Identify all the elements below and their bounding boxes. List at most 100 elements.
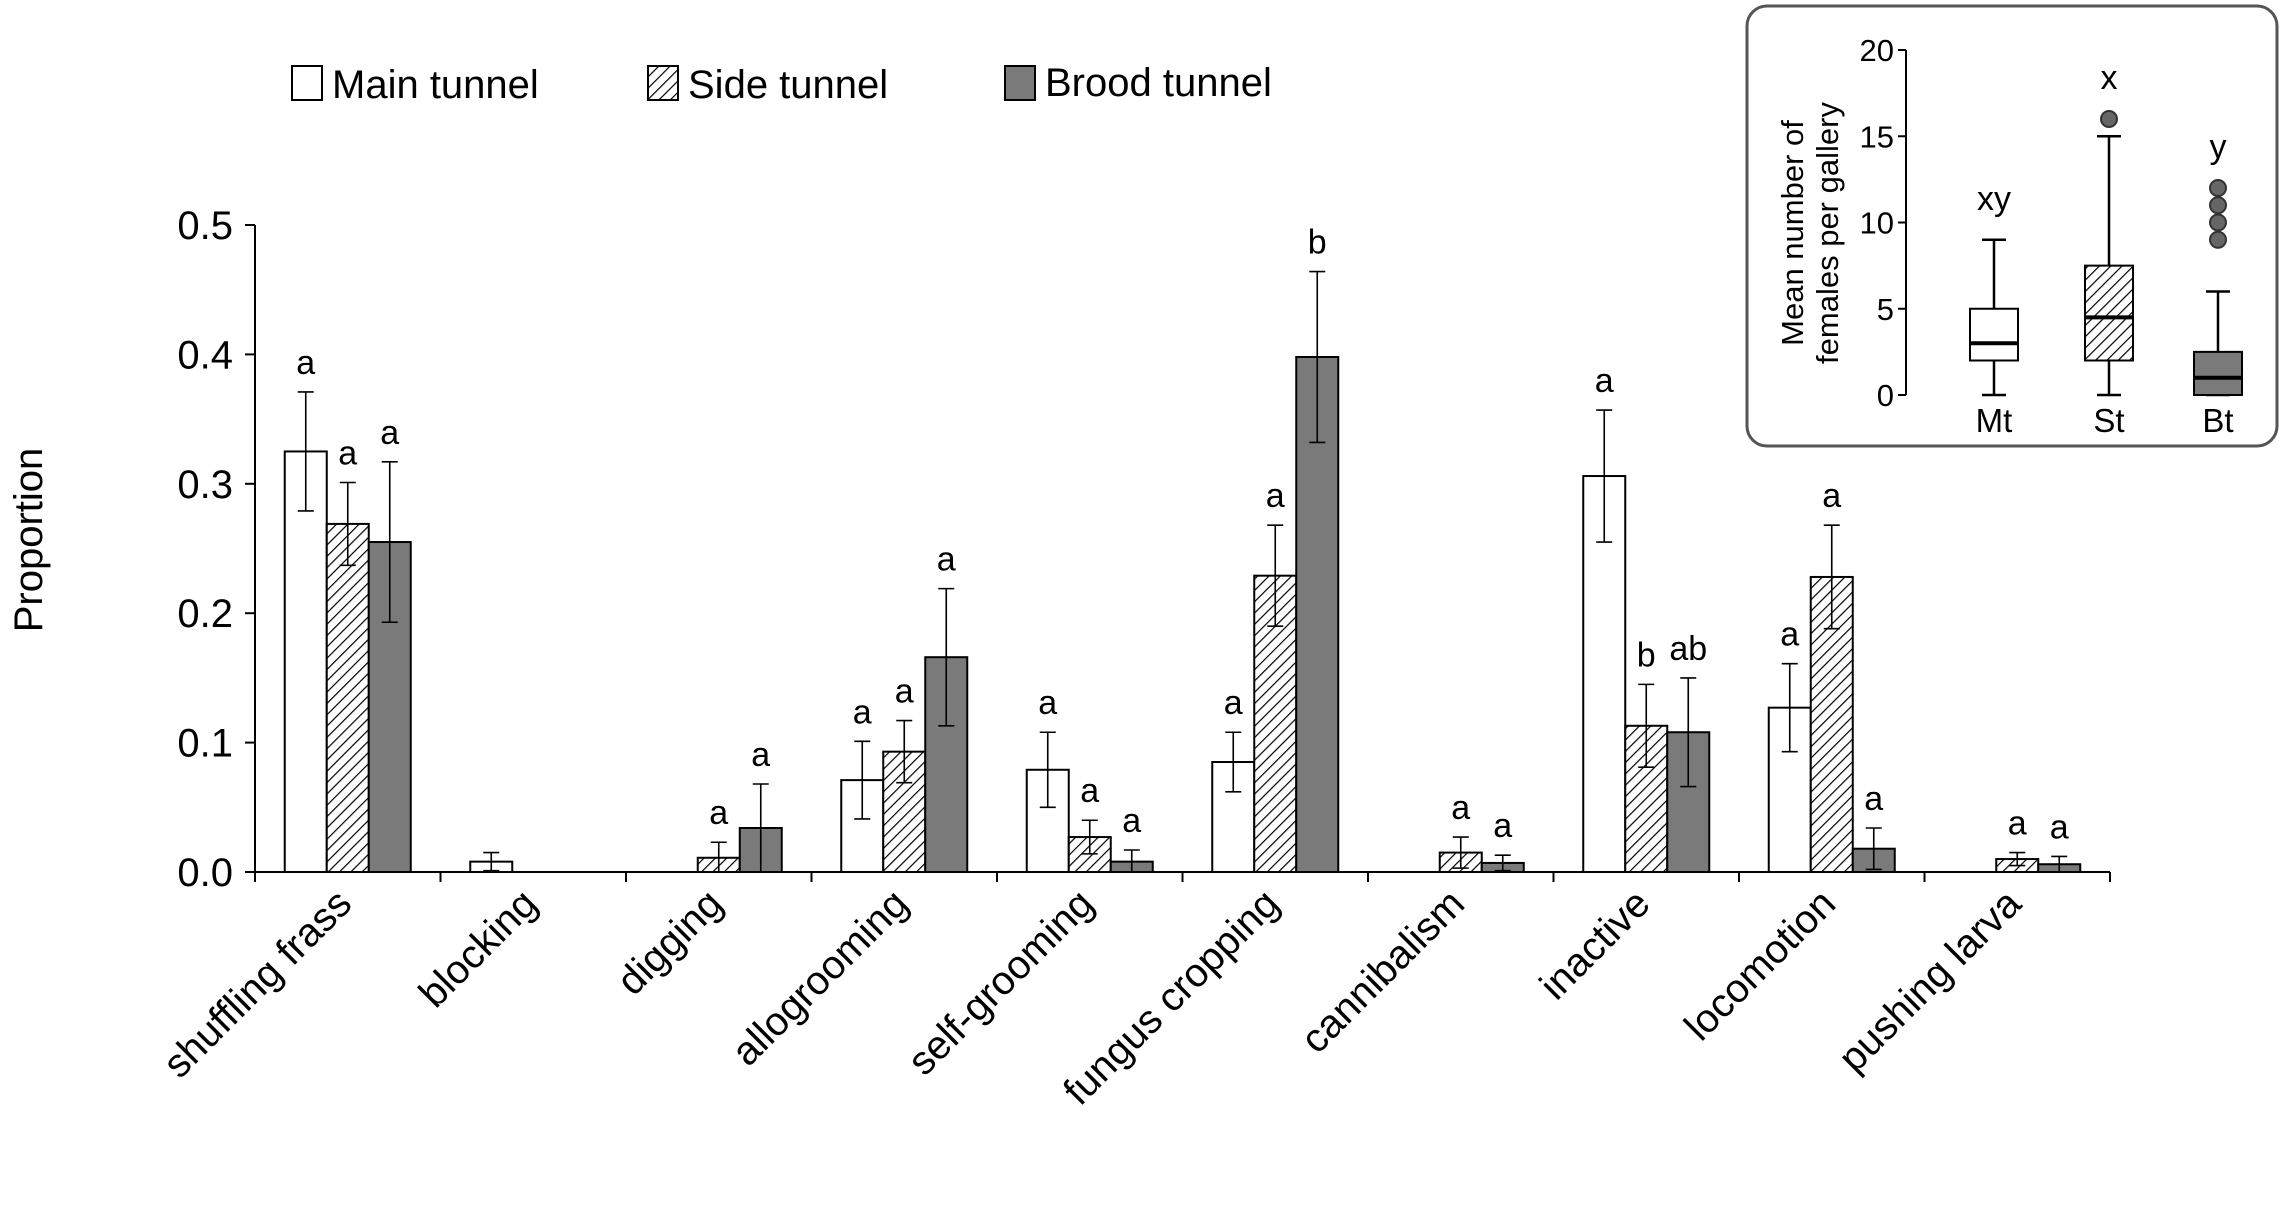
bar-side-tunnel-shuffling-frass bbox=[325, 522, 370, 873]
error-bar-main-tunnel-fungus-cropping bbox=[1225, 731, 1242, 793]
inset-y-axis-label-line1: Mean number of bbox=[1775, 120, 1810, 346]
x-axis-ticks bbox=[254, 872, 2111, 882]
x-tick-label-locomotion: locomotion bbox=[1676, 881, 1844, 1049]
error-bar-brood-tunnel-cannibalism bbox=[1494, 854, 1511, 872]
x-tick-label-blocking: blocking bbox=[411, 881, 546, 1016]
bar-main-tunnel-allogrooming bbox=[840, 779, 885, 873]
inset-y-axis-ticks: 0 5 10 15 20 bbox=[1860, 33, 1906, 413]
error-bar-main-tunnel-self-grooming bbox=[1039, 731, 1056, 809]
inset-x-axis-labels: Mt St Bt bbox=[1976, 402, 2234, 439]
y-tick-label: 0.2 bbox=[177, 592, 233, 636]
box-iqr bbox=[2193, 350, 2243, 396]
significance-letter-side-tunnel-self-grooming: a bbox=[1080, 772, 1099, 810]
x-tick-label-allogrooming: allogrooming bbox=[724, 881, 917, 1074]
y-tick-label: 0.0 bbox=[177, 851, 233, 895]
inset-y-tick-label: 10 bbox=[1860, 206, 1894, 241]
inset-boxplot: Mean number of females per gallery 0 5 10 1… bbox=[1745, 4, 2279, 448]
x-tick-label-inactive: inactive bbox=[1532, 881, 1659, 1008]
inset-y-tick-label: 15 bbox=[1860, 119, 1894, 154]
inset-x-tick-label-mt: Mt bbox=[1976, 402, 2013, 439]
box-outlier bbox=[2209, 179, 2227, 197]
error-bar-side-tunnel-inactive bbox=[1638, 683, 1655, 768]
box-outlier bbox=[2209, 213, 2227, 232]
box-significance-letter: x bbox=[2101, 59, 2118, 97]
error-bar-brood-tunnel-locomotion bbox=[1865, 827, 1882, 871]
significance-letter-side-tunnel-shuffling-frass: a bbox=[338, 435, 357, 473]
legend-swatch-side-tunnel bbox=[647, 65, 679, 101]
box-outlier bbox=[2209, 230, 2227, 249]
error-bar-main-tunnel-shuffling-frass bbox=[297, 391, 314, 512]
significance-letter-side-tunnel-allogrooming: a bbox=[895, 673, 914, 711]
box-significance-letter: y bbox=[2210, 128, 2227, 166]
legend-label-main-tunnel: Main tunnel bbox=[332, 63, 539, 107]
significance-letter-brood-tunnel-allogrooming: a bbox=[937, 541, 956, 579]
bar-main-tunnel-shuffling-frass bbox=[283, 450, 328, 873]
significance-letter-brood-tunnel-shuffling-frass: a bbox=[380, 414, 399, 452]
box-significance-letter: xy bbox=[1977, 180, 2011, 218]
bar-series bbox=[283, 355, 2082, 874]
x-tick-label-self-grooming: self-grooming bbox=[900, 881, 1102, 1083]
legend-swatch-brood-tunnel bbox=[1004, 65, 1036, 101]
box-mt: xy bbox=[1969, 180, 2019, 397]
significance-letter-brood-tunnel-self-grooming: a bbox=[1122, 802, 1141, 840]
x-axis-labels: shuffling frass blocking diggingallogroomi… bbox=[155, 881, 2030, 1114]
box-st: x bbox=[2084, 59, 2134, 397]
box-iqr bbox=[2084, 264, 2134, 362]
box-outlier bbox=[2209, 196, 2227, 215]
inset-x-tick-label-bt: Bt bbox=[2202, 402, 2233, 439]
legend-label-side-tunnel: Side tunnel bbox=[688, 63, 888, 107]
inset-y-tick-label: 20 bbox=[1860, 33, 1894, 68]
significance-letter-main-tunnel-allogrooming: a bbox=[853, 693, 872, 731]
significance-letter-side-tunnel-pushing-larva: a bbox=[2008, 805, 2027, 843]
error-bar-main-tunnel-inactive bbox=[1596, 409, 1613, 543]
inset-frame bbox=[1745, 4, 2279, 448]
error-bar-brood-tunnel-shuffling-frass bbox=[381, 461, 398, 624]
inset-y-tick-label: 5 bbox=[1877, 292, 1894, 327]
y-tick-label: 0.4 bbox=[177, 333, 233, 377]
significance-letter-main-tunnel-shuffling-frass: a bbox=[296, 344, 315, 382]
inset-y-tick-label: 0 bbox=[1877, 378, 1894, 413]
significance-letter-side-tunnel-locomotion: a bbox=[1822, 477, 1841, 515]
x-tick-label-digging: digging bbox=[609, 881, 731, 1003]
box-iqr bbox=[1969, 307, 2019, 362]
significance-letter-brood-tunnel-pushing-larva: a bbox=[2050, 808, 2069, 846]
inset-y-axis-label-line2: females per gallery bbox=[1810, 102, 1845, 364]
box-outlier bbox=[2100, 110, 2118, 128]
significance-letter-brood-tunnel-cannibalism: a bbox=[1493, 807, 1512, 845]
significance-letter-main-tunnel-inactive: a bbox=[1595, 362, 1614, 400]
error-bar-side-tunnel-locomotion bbox=[1823, 524, 1840, 630]
error-bar-side-tunnel-shuffling-frass bbox=[339, 481, 356, 567]
error-bars bbox=[297, 270, 2068, 873]
error-bar-side-tunnel-pushing-larva bbox=[2009, 851, 2026, 867]
significance-letter-side-tunnel-fungus-cropping: a bbox=[1266, 477, 1285, 515]
error-bar-brood-tunnel-allogrooming bbox=[938, 587, 955, 727]
x-tick-label-shuffling-frass: shuffling frass bbox=[155, 881, 360, 1086]
legend-swatch-main-tunnel bbox=[291, 65, 323, 101]
legend: Main tunnel Side tunnel Brood tunnel bbox=[291, 61, 1272, 107]
significance-letter-brood-tunnel-inactive: ab bbox=[1669, 630, 1707, 668]
error-bar-brood-tunnel-fungus-cropping bbox=[1309, 270, 1326, 444]
inset-x-tick-label-st: St bbox=[2093, 402, 2124, 439]
y-tick-label: 0.1 bbox=[177, 722, 233, 766]
error-bar-main-tunnel-locomotion bbox=[1781, 662, 1798, 753]
significance-letter-main-tunnel-self-grooming: a bbox=[1038, 684, 1057, 722]
error-bar-side-tunnel-allogrooming bbox=[896, 719, 913, 784]
significance-letter-brood-tunnel-locomotion: a bbox=[1864, 780, 1883, 818]
significance-letter-brood-tunnel-fungus-cropping: b bbox=[1308, 224, 1327, 262]
error-bar-side-tunnel-self-grooming bbox=[1081, 819, 1098, 855]
y-tick-label: 0.3 bbox=[177, 463, 233, 507]
error-bar-main-tunnel-blocking bbox=[483, 851, 500, 872]
x-tick-label-cannibalism: cannibalism bbox=[1293, 881, 1473, 1061]
significance-letter-brood-tunnel-digging: a bbox=[751, 736, 770, 774]
y-axis-label: Proportion bbox=[7, 448, 51, 633]
x-tick-label-pushing-larva: pushing larva bbox=[1830, 881, 2030, 1081]
error-bar-side-tunnel-cannibalism bbox=[1452, 836, 1469, 869]
error-bar-side-tunnel-fungus-cropping bbox=[1267, 524, 1284, 627]
significance-letter-main-tunnel-fungus-cropping: a bbox=[1224, 684, 1243, 722]
error-bar-brood-tunnel-inactive bbox=[1680, 677, 1697, 788]
significance-letter-side-tunnel-cannibalism: a bbox=[1451, 789, 1470, 827]
y-tick-label: 0.5 bbox=[177, 204, 233, 248]
significance-letter-side-tunnel-inactive: b bbox=[1637, 636, 1656, 674]
